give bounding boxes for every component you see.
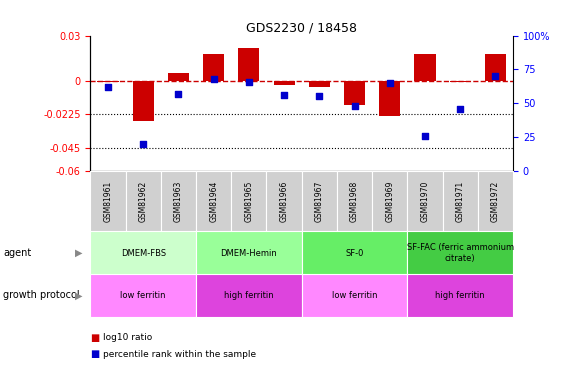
Text: GSM81962: GSM81962: [139, 181, 147, 222]
Title: GDS2230 / 18458: GDS2230 / 18458: [246, 21, 357, 34]
Text: high ferritin: high ferritin: [436, 291, 485, 300]
Text: SF-FAC (ferric ammonium
citrate): SF-FAC (ferric ammonium citrate): [407, 243, 514, 263]
Bar: [415, 54, 436, 81]
Point: [385, 80, 395, 86]
Bar: [344, 81, 365, 105]
Text: ■: ■: [90, 350, 100, 359]
Bar: [238, 48, 259, 81]
Bar: [309, 81, 330, 87]
Text: percentile rank within the sample: percentile rank within the sample: [103, 350, 257, 359]
Text: DMEM-FBS: DMEM-FBS: [121, 249, 166, 258]
Text: GSM81964: GSM81964: [209, 181, 218, 222]
Text: GSM81970: GSM81970: [420, 181, 430, 222]
Point: [139, 141, 148, 147]
Text: SF-0: SF-0: [345, 249, 364, 258]
Text: DMEM-Hemin: DMEM-Hemin: [220, 249, 278, 258]
Text: low ferritin: low ferritin: [332, 291, 377, 300]
Text: high ferritin: high ferritin: [224, 291, 273, 300]
Text: GSM81966: GSM81966: [280, 181, 289, 222]
Bar: [485, 54, 506, 81]
Text: GSM81965: GSM81965: [244, 181, 254, 222]
Text: growth protocol: growth protocol: [3, 290, 79, 300]
Point: [279, 92, 289, 98]
Text: ▶: ▶: [75, 248, 82, 258]
Text: agent: agent: [3, 248, 31, 258]
Text: GSM81972: GSM81972: [491, 181, 500, 222]
Point: [244, 78, 254, 84]
Text: GSM81967: GSM81967: [315, 181, 324, 222]
Point: [420, 132, 430, 138]
Point: [350, 103, 359, 109]
Point: [491, 73, 500, 79]
Bar: [449, 81, 470, 82]
Point: [209, 76, 218, 82]
Text: ■: ■: [90, 333, 100, 342]
Text: GSM81971: GSM81971: [456, 181, 465, 222]
Bar: [273, 81, 294, 85]
Text: GSM81969: GSM81969: [385, 181, 394, 222]
Point: [174, 91, 183, 97]
Bar: [168, 73, 189, 81]
Point: [455, 105, 465, 111]
Bar: [203, 54, 224, 81]
Text: low ferritin: low ferritin: [121, 291, 166, 300]
Text: GSM81968: GSM81968: [350, 181, 359, 222]
Text: ▶: ▶: [75, 290, 82, 300]
Point: [103, 84, 113, 90]
Bar: [97, 81, 118, 82]
Text: GSM81961: GSM81961: [103, 181, 113, 222]
Bar: [379, 81, 401, 116]
Text: GSM81963: GSM81963: [174, 181, 183, 222]
Bar: [132, 81, 154, 121]
Text: log10 ratio: log10 ratio: [103, 333, 152, 342]
Point: [315, 93, 324, 99]
